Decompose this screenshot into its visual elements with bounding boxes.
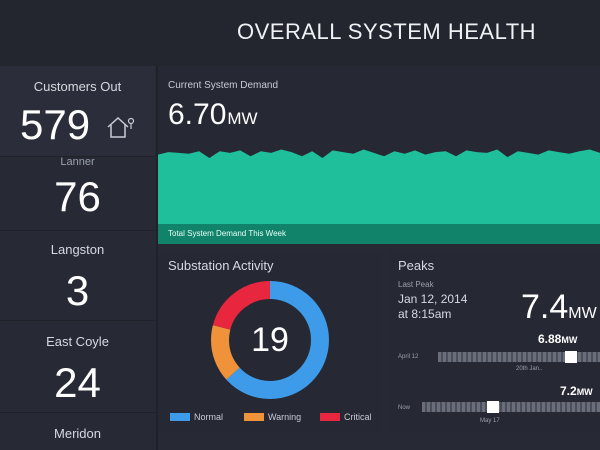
peak-number: 7.4 — [521, 288, 569, 326]
substation-activity-panel[interactable]: Substation Activity 19 Normal Warning Cr… — [158, 252, 382, 432]
stat-value: 579 — [20, 101, 91, 148]
peak-bar-1-caption: 20th Jan.. — [516, 366, 543, 372]
stat-value: 76 — [54, 173, 101, 220]
peak-bar-2-value: 7.2MW — [560, 384, 593, 398]
demand-title: Current System Demand — [168, 80, 279, 91]
legend-label: Critical — [344, 412, 372, 422]
stat-east-coyle[interactable]: East Coyle 24 — [0, 320, 155, 413]
stat-label: East Coyle — [46, 334, 109, 349]
stat-label: Meridon — [54, 426, 101, 441]
donut-slice-critical — [211, 281, 329, 399]
substation-donut-chart — [211, 281, 329, 399]
system-demand-panel[interactable]: Current System Demand 6.70MW Total Syste… — [158, 66, 600, 244]
legend-swatch — [320, 413, 340, 421]
stat-lanner[interactable]: Lanner 76 — [0, 156, 155, 231]
donut-slice-warning — [211, 281, 329, 399]
page-title: OVERALL SYSTEM HEALTH — [237, 19, 537, 44]
legend-swatch — [170, 413, 190, 421]
legend-item-warning: Warning — [244, 412, 301, 422]
peak-bar-1-track — [438, 352, 600, 362]
peaks-title: Peaks — [398, 258, 435, 273]
stat-value: 3 — [65, 267, 90, 314]
demand-number: 6.70 — [168, 98, 227, 131]
last-peak-date: Jan 12, 2014 at 8:15am — [398, 292, 498, 322]
stat-label: Langston — [50, 242, 105, 257]
peak-value: 7.4MW — [521, 288, 597, 327]
stat-meridon[interactable]: Meridon — [0, 412, 155, 450]
peaks-panel[interactable]: Peaks Last Peak Jan 12, 2014 at 8:15am 7… — [388, 252, 600, 432]
peak-bar-2-marker[interactable] — [487, 401, 500, 413]
legend-label: Normal — [194, 412, 224, 422]
legend-item-normal: Normal — [170, 412, 223, 422]
peak-bar-1-number: 6.88 — [538, 332, 562, 346]
stat-label: Lanner — [60, 156, 95, 168]
peak-bar-1-label: April 12 — [398, 354, 419, 360]
house-icon — [107, 116, 135, 138]
peak-bar-2-track — [422, 402, 600, 412]
demand-unit: MW — [227, 109, 258, 128]
stat-label: Customers Out — [33, 79, 122, 94]
peak-unit: MW — [568, 305, 597, 322]
demand-area — [158, 149, 600, 224]
column-divider — [156, 66, 158, 450]
peak-date-line2: at 8:15am — [398, 307, 452, 321]
peak-date-line1: Jan 12, 2014 — [398, 292, 468, 306]
peak-bar-2-label: Now — [398, 405, 411, 411]
peak-bar-1-unit: MW — [561, 335, 578, 345]
donut-legend: Normal Warning Critical — [170, 412, 380, 426]
demand-caption: Total System Demand This Week — [158, 224, 600, 244]
stat-customers-out[interactable]: Customers Out 579 — [0, 66, 155, 157]
top-bar: OVERALL SYSTEM HEALTH — [0, 0, 600, 66]
last-peak-label: Last Peak — [398, 280, 434, 289]
peak-bar-2-caption: May 17 — [480, 418, 500, 424]
legend-label: Warning — [268, 412, 302, 422]
donut-total: 19 — [251, 321, 289, 359]
peak-bar-1-value: 6.88MW — [538, 332, 577, 346]
substation-title: Substation Activity — [168, 258, 274, 273]
legend-item-critical: Critical — [320, 412, 372, 422]
legend-swatch — [244, 413, 264, 421]
peak-bar-2-number: 7.2 — [560, 384, 577, 398]
peak-bar-1-marker[interactable] — [564, 351, 577, 363]
stat-value: 24 — [54, 359, 101, 406]
demand-area-chart — [158, 149, 600, 224]
stat-langston[interactable]: Langston 3 — [0, 230, 155, 321]
peak-bar-2-unit: MW — [576, 387, 593, 397]
demand-value: 6.70MW — [168, 98, 258, 132]
